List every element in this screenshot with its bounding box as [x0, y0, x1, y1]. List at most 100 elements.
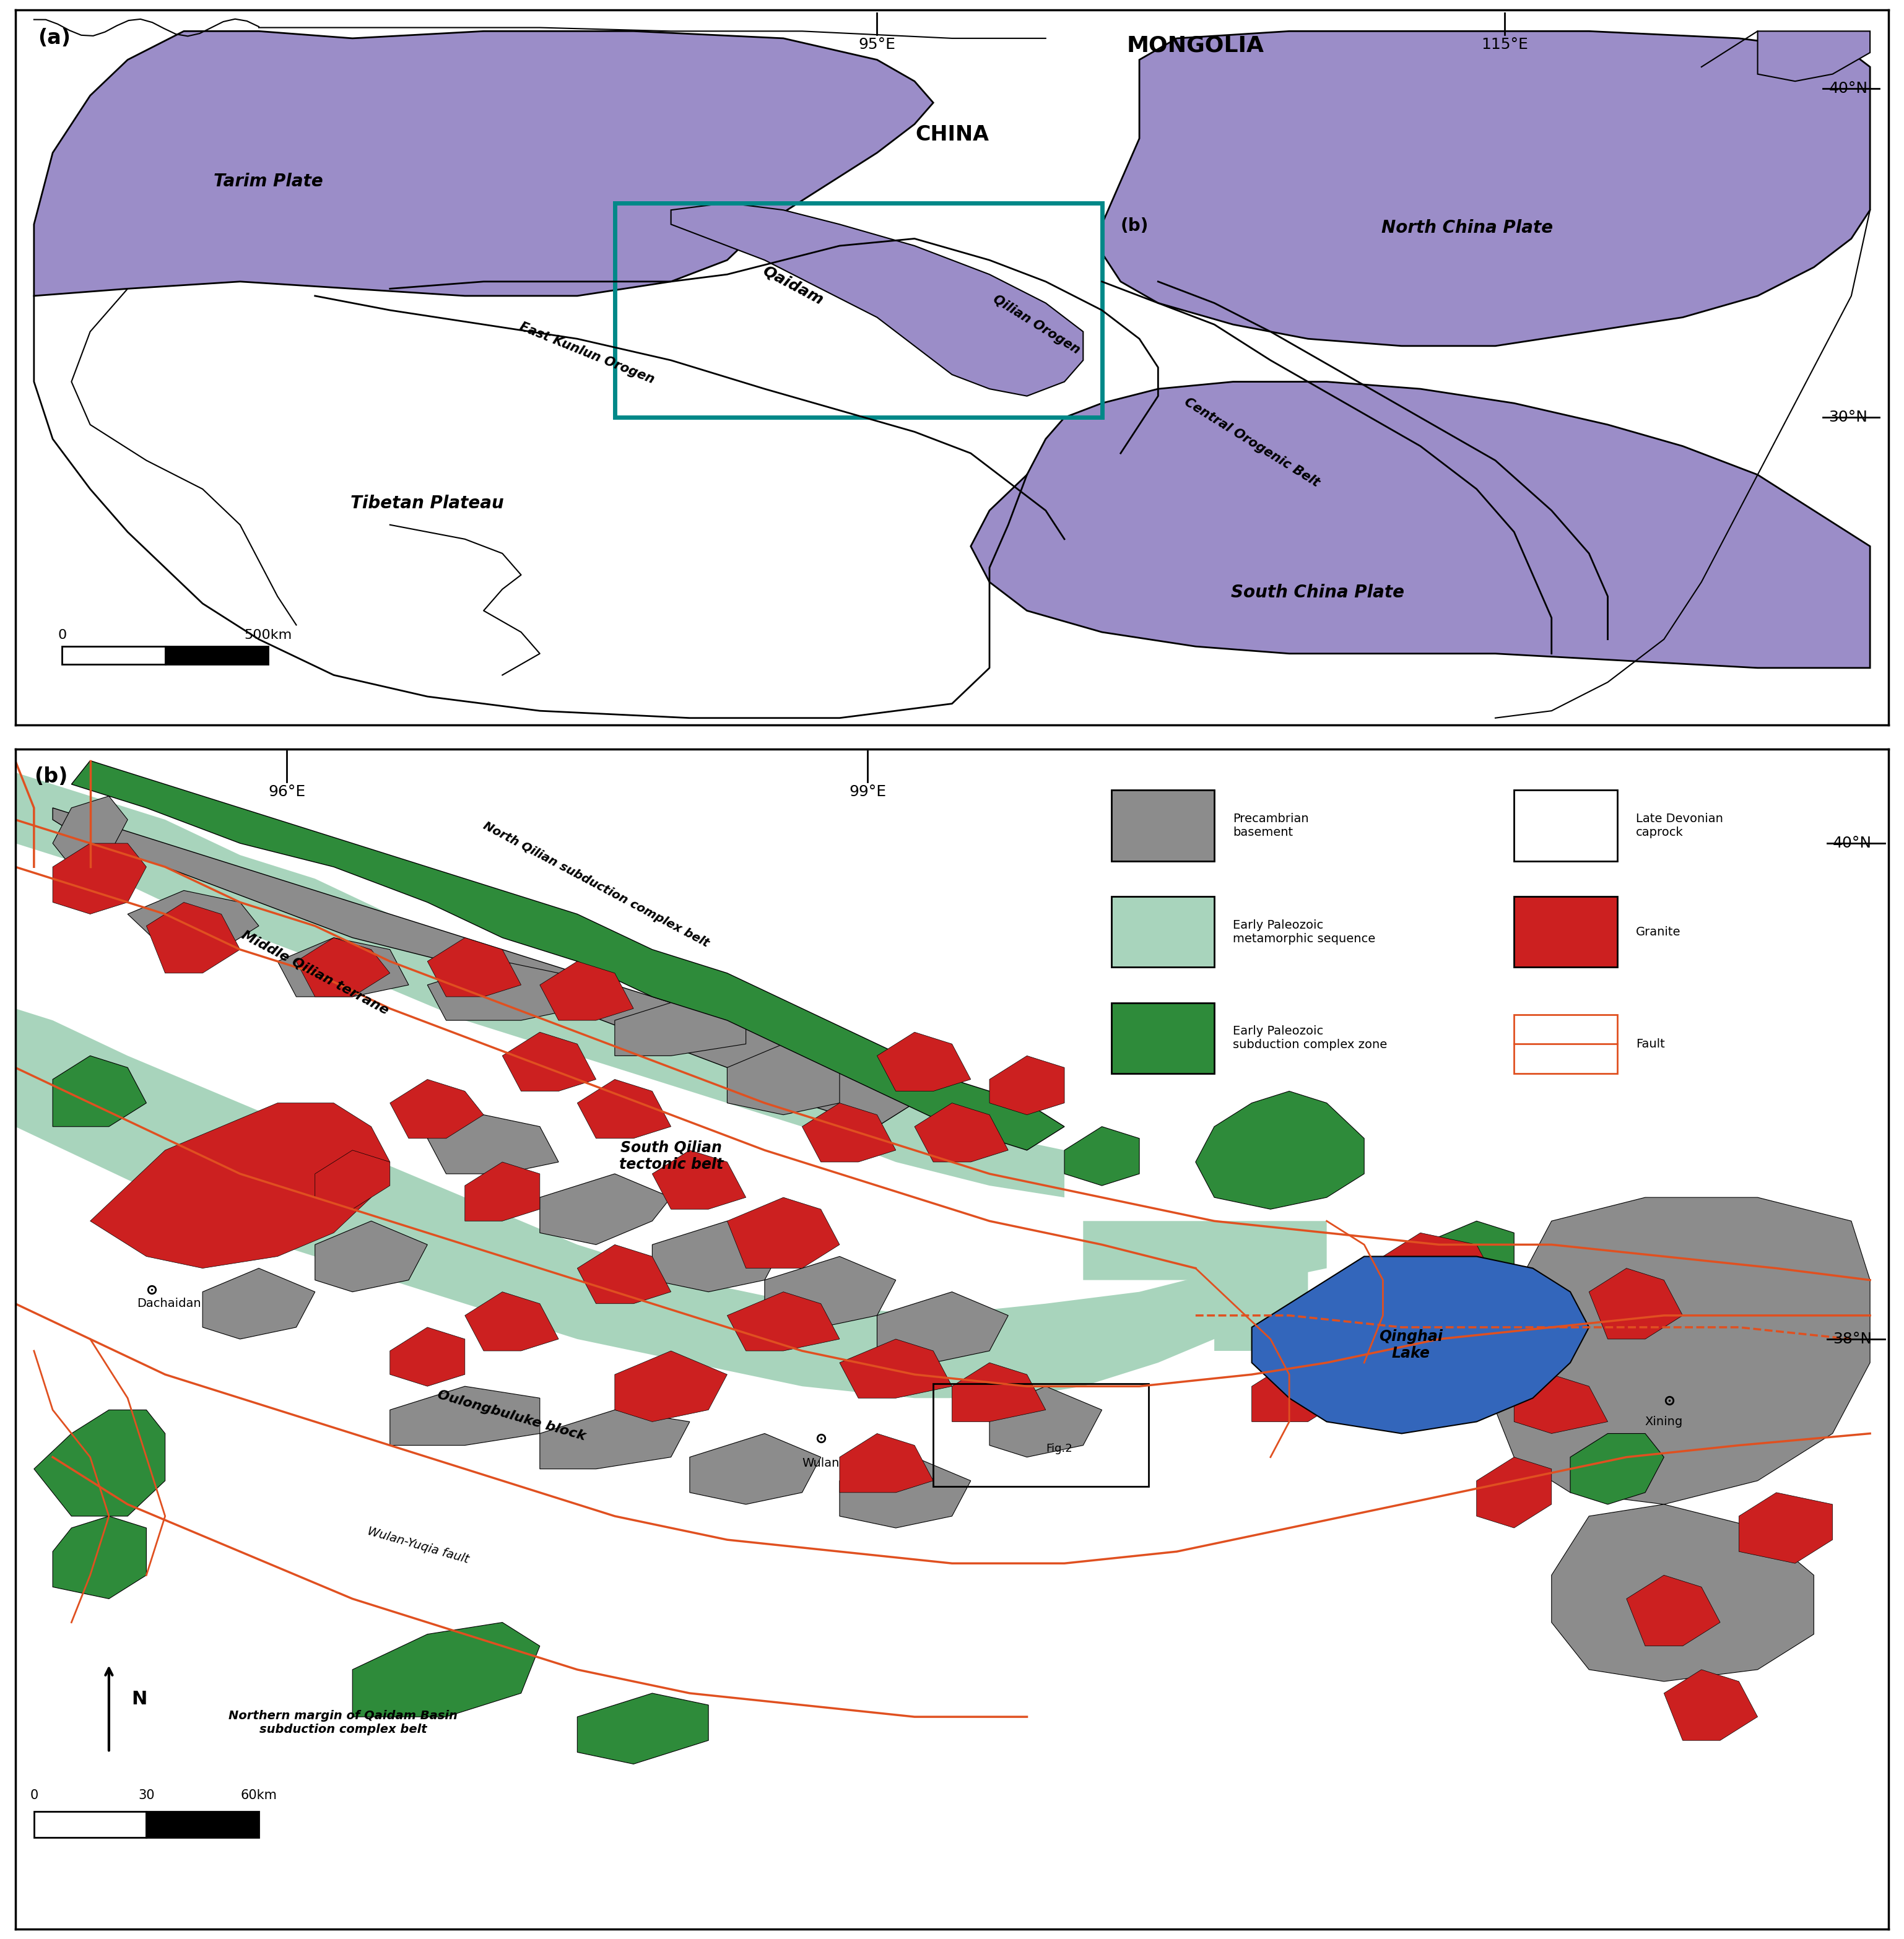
Polygon shape [297, 938, 390, 997]
Text: 99°E: 99°E [849, 783, 885, 799]
Polygon shape [15, 1008, 1308, 1398]
Polygon shape [15, 772, 1064, 1198]
Polygon shape [34, 31, 933, 297]
Text: Wulan: Wulan [802, 1456, 840, 1470]
Polygon shape [1064, 1127, 1139, 1185]
Text: Dachaidan: Dachaidan [137, 1297, 202, 1309]
Text: Early Paleozoic
metamorphic sequence: Early Paleozoic metamorphic sequence [1234, 919, 1375, 944]
Polygon shape [352, 1623, 541, 1716]
Polygon shape [653, 1222, 783, 1291]
Text: 40°N: 40°N [1830, 81, 1868, 95]
Polygon shape [1251, 1256, 1590, 1433]
Polygon shape [314, 1222, 426, 1291]
Polygon shape [1664, 1669, 1757, 1741]
Polygon shape [577, 1245, 670, 1303]
Polygon shape [1478, 1456, 1552, 1528]
Polygon shape [1738, 1493, 1832, 1563]
Text: 95°E: 95°E [859, 37, 895, 52]
Polygon shape [53, 809, 914, 1127]
Bar [933, 1384, 1148, 1487]
Text: Fault: Fault [1636, 1037, 1664, 1049]
Polygon shape [1626, 1574, 1719, 1646]
Text: 30°N: 30°N [1830, 409, 1868, 425]
Text: North Qilian subduction complex belt: North Qilian subduction complex belt [482, 820, 710, 950]
Polygon shape [202, 1268, 314, 1340]
Text: Late Devonian
caprock: Late Devonian caprock [1636, 812, 1723, 838]
Polygon shape [390, 1080, 484, 1138]
Text: 60km: 60km [240, 1790, 276, 1801]
Polygon shape [577, 1693, 708, 1764]
Text: 500km: 500km [244, 628, 291, 642]
Polygon shape [390, 1328, 465, 1386]
Text: South Qilian
tectonic belt: South Qilian tectonic belt [619, 1140, 724, 1173]
Polygon shape [1196, 1092, 1363, 1210]
Text: Precambrian
basement: Precambrian basement [1234, 812, 1308, 838]
Polygon shape [878, 1291, 1009, 1363]
Text: CHINA: CHINA [916, 124, 988, 145]
Text: North China Plate: North China Plate [1382, 219, 1554, 237]
Polygon shape [840, 1433, 933, 1493]
Polygon shape [727, 1291, 840, 1351]
Text: MONGOLIA: MONGOLIA [1127, 35, 1264, 56]
Polygon shape [53, 1055, 147, 1127]
Polygon shape [615, 997, 746, 1055]
Polygon shape [1102, 31, 1870, 345]
Polygon shape [1251, 1363, 1346, 1421]
Text: Qaidam: Qaidam [760, 264, 826, 306]
Polygon shape [541, 1410, 689, 1470]
Polygon shape [89, 1103, 390, 1268]
Polygon shape [840, 1340, 952, 1398]
Text: 0: 0 [30, 1790, 38, 1801]
Polygon shape [541, 1173, 670, 1245]
Polygon shape [1083, 1222, 1327, 1280]
Polygon shape [577, 1080, 670, 1138]
Polygon shape [1552, 1505, 1815, 1681]
Text: 96°E: 96°E [268, 783, 305, 799]
Polygon shape [1420, 1222, 1514, 1291]
Text: South China Plate: South China Plate [1230, 584, 1403, 601]
Text: Granite: Granite [1636, 927, 1681, 938]
Text: Oulongbuluke block: Oulongbuluke block [436, 1388, 586, 1443]
Polygon shape [314, 1150, 390, 1210]
Polygon shape [1289, 1315, 1382, 1386]
Polygon shape [1215, 1291, 1308, 1351]
Polygon shape [128, 890, 259, 950]
Polygon shape [990, 1386, 1102, 1456]
Bar [1514, 1014, 1616, 1074]
Polygon shape [1757, 31, 1870, 81]
Polygon shape [278, 938, 409, 997]
Text: Northern margin of Qaidam Basin
subduction complex belt: Northern margin of Qaidam Basin subducti… [228, 1710, 457, 1735]
Text: (a): (a) [38, 27, 70, 48]
Polygon shape [840, 1456, 971, 1528]
Bar [615, 204, 1102, 417]
Polygon shape [53, 843, 147, 913]
Polygon shape [971, 382, 1870, 667]
Polygon shape [914, 1103, 1009, 1161]
Polygon shape [426, 962, 577, 1020]
Text: Tarim Plate: Tarim Plate [213, 173, 324, 190]
Bar [63, 646, 166, 665]
Text: Qilian Orogen: Qilian Orogen [990, 293, 1081, 357]
Polygon shape [72, 760, 1064, 1150]
Bar [1514, 896, 1616, 968]
Polygon shape [465, 1291, 558, 1351]
Text: Middle Qilian terrane: Middle Qilian terrane [240, 929, 390, 1018]
Polygon shape [990, 1055, 1064, 1115]
Text: (b): (b) [1121, 217, 1148, 235]
Polygon shape [878, 1032, 971, 1092]
Polygon shape [1571, 1433, 1664, 1505]
Text: 115°E: 115°E [1481, 37, 1529, 52]
Text: 40°N: 40°N [1832, 836, 1872, 851]
Polygon shape [1514, 1375, 1607, 1433]
Polygon shape [952, 1363, 1045, 1421]
Polygon shape [465, 1161, 541, 1222]
Polygon shape [765, 1256, 895, 1328]
Text: Xining: Xining [1645, 1415, 1683, 1427]
Bar [1514, 791, 1616, 861]
Polygon shape [1590, 1268, 1683, 1340]
Bar [1112, 896, 1215, 968]
Polygon shape [727, 1198, 840, 1268]
Bar [1112, 791, 1215, 861]
Polygon shape [426, 938, 522, 997]
Text: Tibetan Plateau: Tibetan Plateau [350, 494, 505, 512]
